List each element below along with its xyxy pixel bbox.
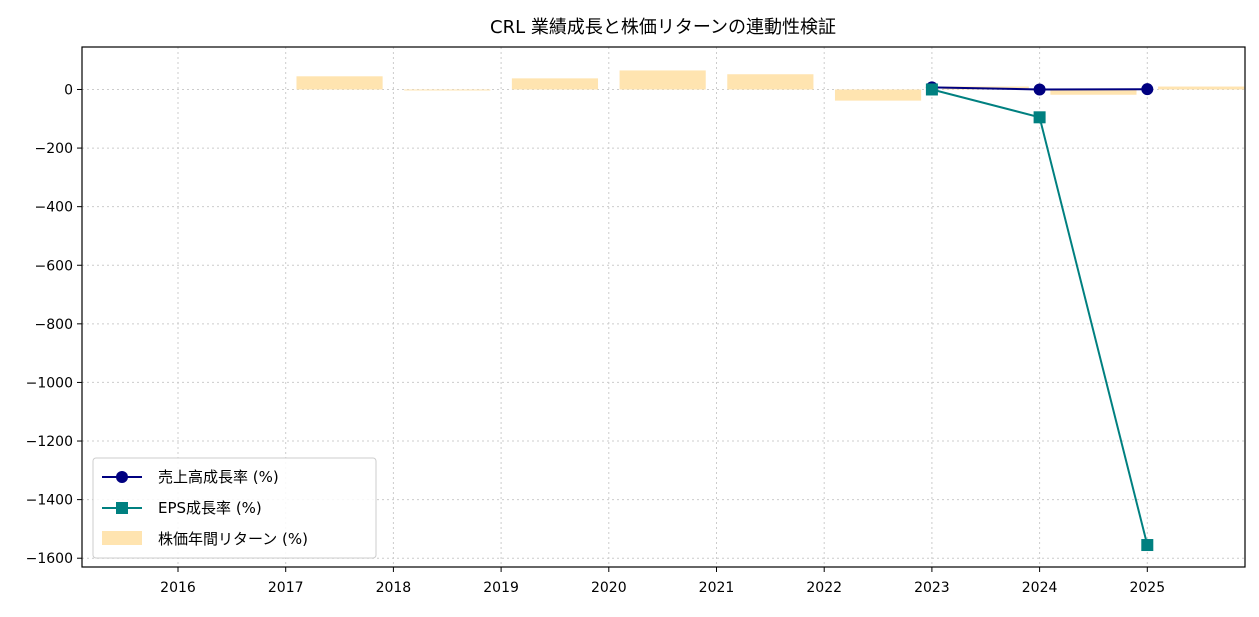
y-tick-label: −200 [35,141,73,157]
legend-label-revenue: 売上高成長率 (%) [158,468,279,486]
x-tick-label: 2019 [483,580,519,596]
bars [296,70,1245,101]
y-tick-label: −1600 [26,551,73,567]
eps-point [1141,539,1154,552]
x-tick-label: 2025 [1129,580,1165,596]
return-bar [511,78,599,90]
return-bar [834,89,922,101]
return-bar [1050,89,1137,95]
y-tick-label: −400 [35,200,73,216]
y-tick-label: −1200 [26,434,73,450]
revenue-point [1141,83,1154,96]
revenue-point [1033,83,1046,96]
return-bar [619,70,706,90]
legend-label-return: 株価年間リターン (%) [158,530,308,548]
x-tick-label: 2022 [806,580,842,596]
y-tick-label: 0 [64,82,73,98]
y-tick-label: −600 [35,258,73,274]
x-tick-label: 2021 [699,580,735,596]
legend: 売上高成長率 (%) EPS成長率 (%) 株価年間リターン (%) [92,457,377,559]
x-tick-label: 2024 [1022,580,1058,596]
x-tick-label: 2017 [268,580,304,596]
x-tick-label: 2020 [591,580,627,596]
axes: 2016 2017 2018 2019 2020 2021 2022 2023 2024 2025… [26,82,1165,596]
lines [925,81,1154,552]
plot-frame [81,46,1246,568]
x-tick-label: 2023 [914,580,950,596]
grid [82,47,1245,567]
x-tick-label: 2016 [160,580,196,596]
legend-label-eps: EPS成長率 (%) [158,499,262,517]
return-bar [727,74,814,90]
chart-title: CRL 業績成長と株価リターンの連動性検証 [490,17,836,38]
legend-return-swatch [102,531,142,545]
eps-point [1033,111,1046,124]
legend-revenue-marker [116,471,128,483]
x-tick-label: 2018 [376,580,412,596]
return-bar [296,76,383,90]
y-tick-label: −1000 [26,375,73,391]
legend-eps-marker [116,502,128,514]
eps-point [925,83,938,96]
return-bar [1158,86,1245,90]
legend-box [92,457,377,559]
y-tick-label: −800 [35,317,73,333]
y-tick-label: −1400 [26,493,73,509]
return-bar [404,89,491,91]
